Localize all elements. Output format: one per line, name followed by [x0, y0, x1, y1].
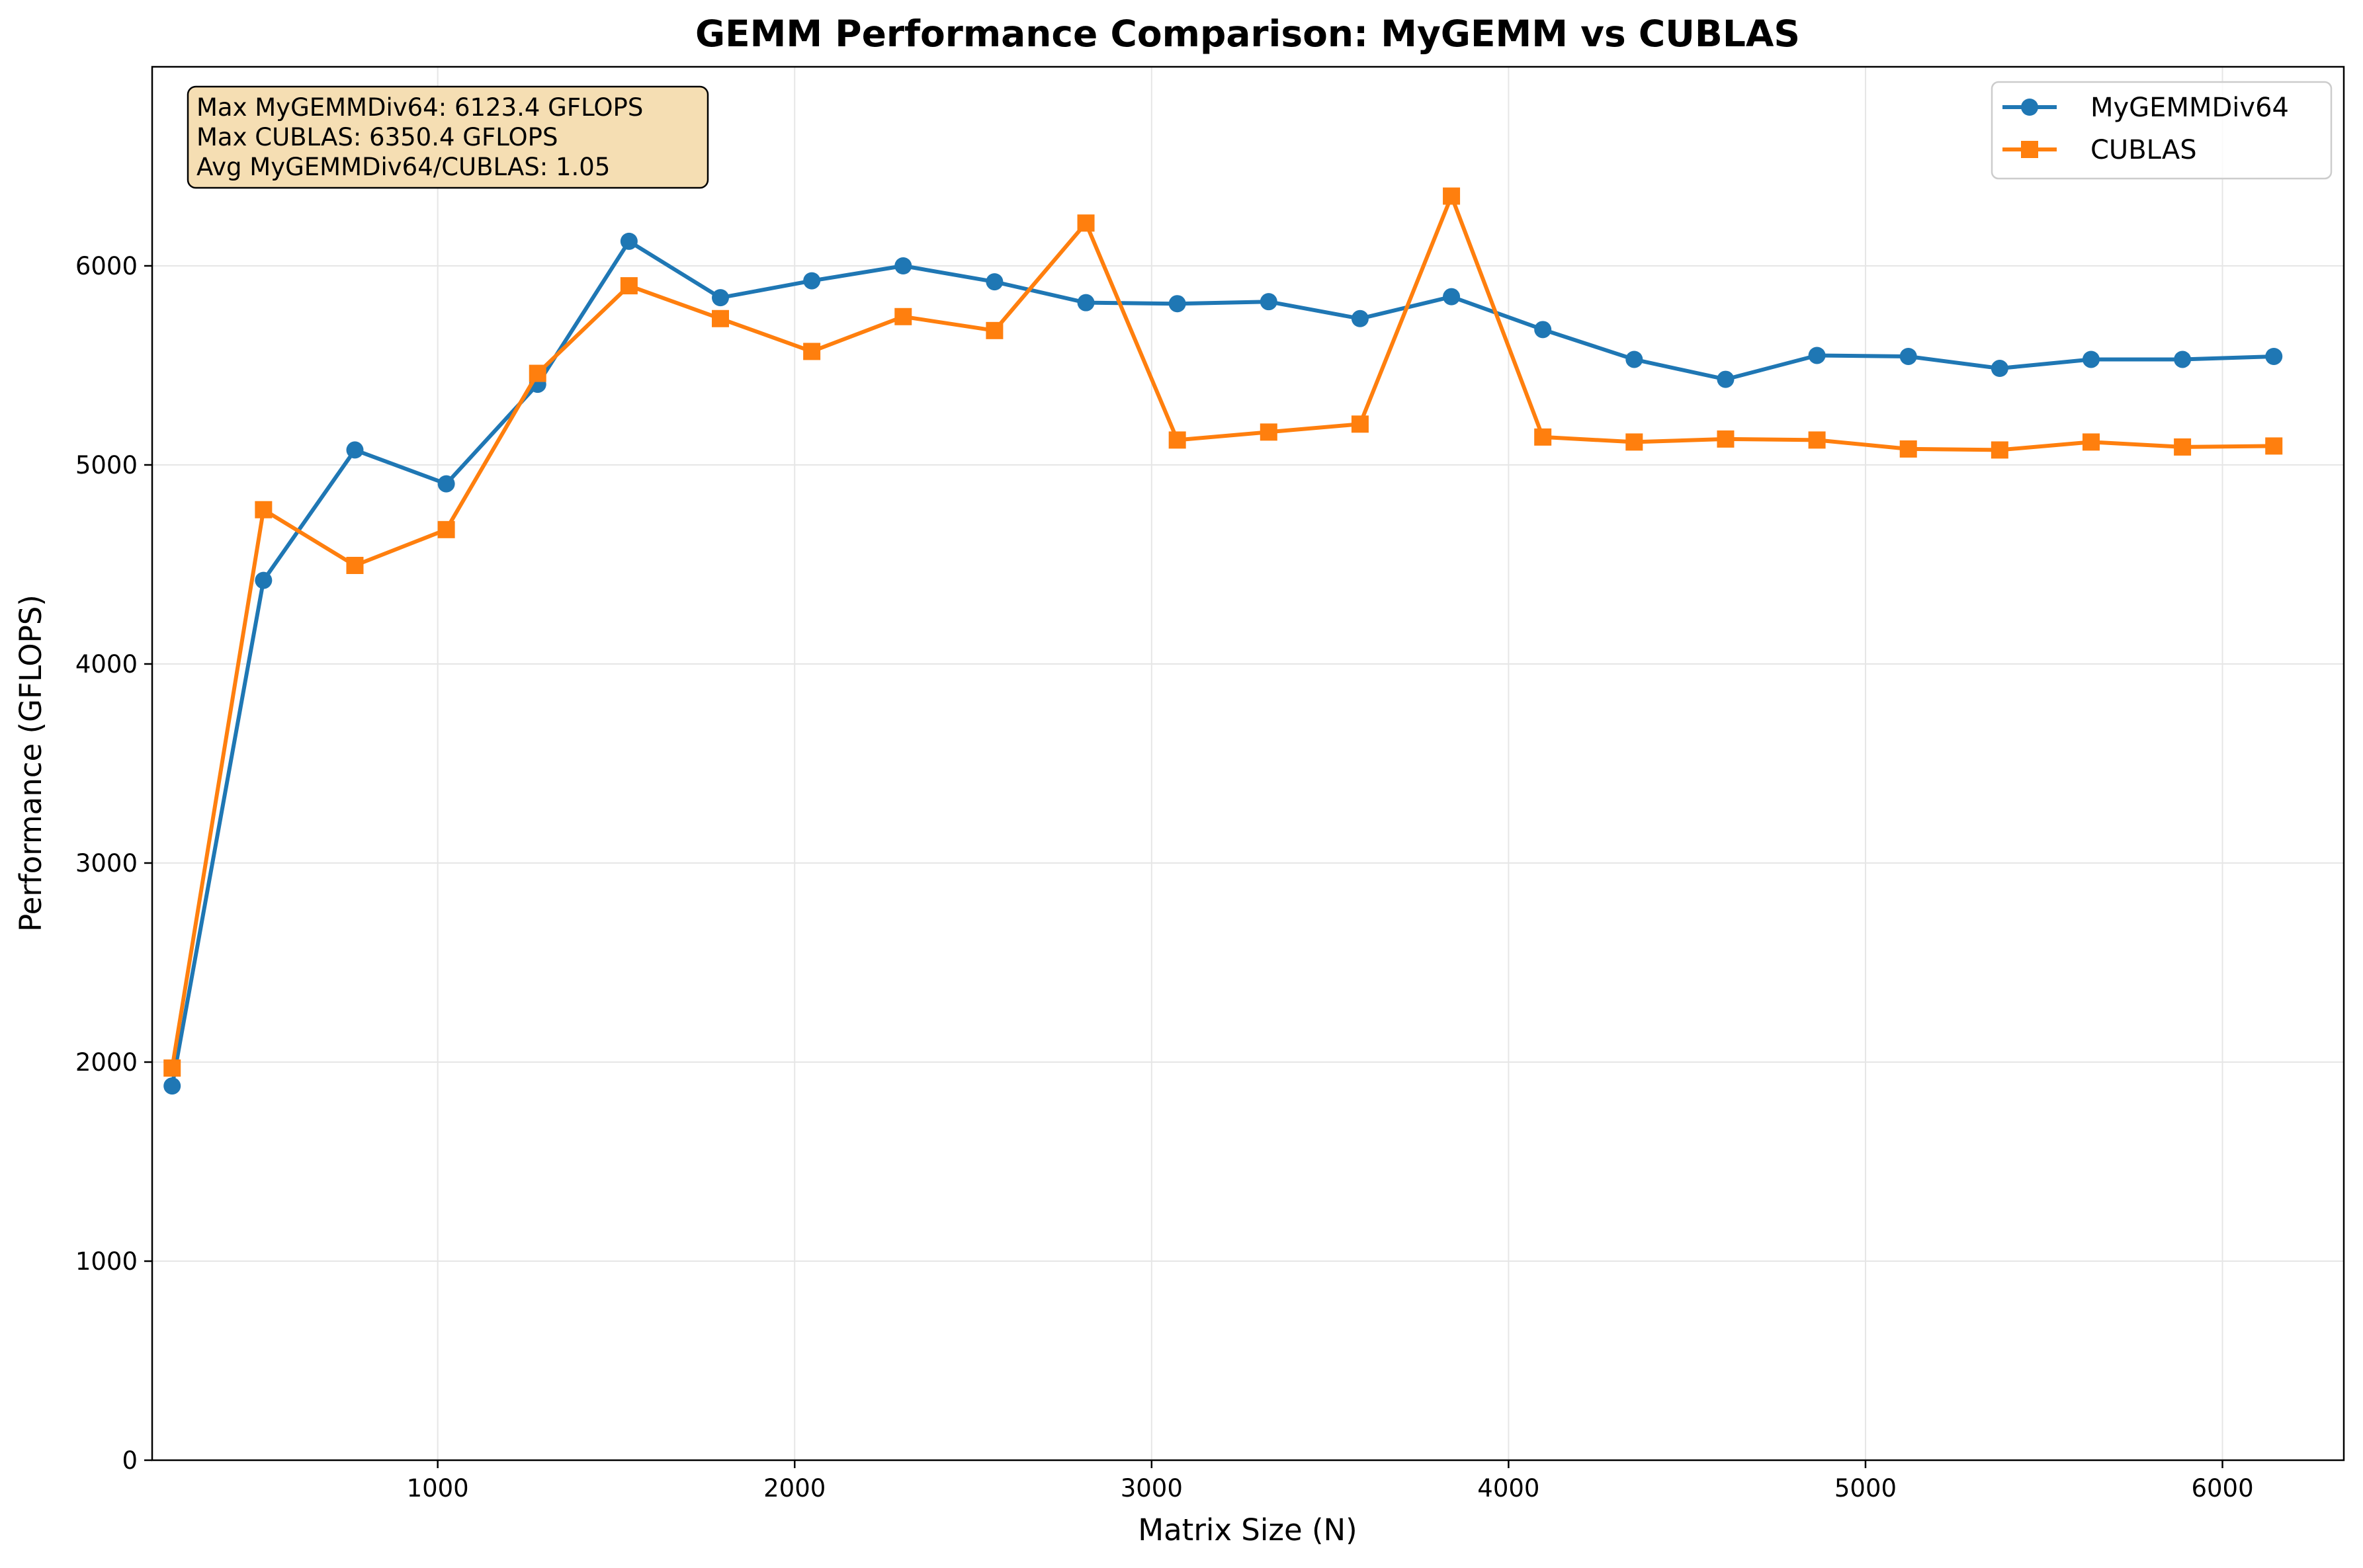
- data-point: [2174, 351, 2192, 368]
- legend-label-cublas: CUBLAS: [2090, 135, 2197, 165]
- y-tick-label: 1000: [75, 1247, 138, 1276]
- data-point: [2082, 433, 2100, 451]
- data-point: [1534, 321, 1552, 339]
- y-axis-label: Performance (GFLOPS): [13, 595, 48, 932]
- data-point: [255, 501, 273, 518]
- stats-annotation-box: Max MyGEMMDiv64: 6123.4 GFLOPS Max CUBLA…: [187, 85, 709, 189]
- data-point: [1808, 431, 1826, 449]
- data-point: [894, 257, 912, 274]
- y-tick-label: 3000: [75, 849, 138, 878]
- data-point: [1991, 441, 2008, 459]
- data-point: [2265, 347, 2283, 365]
- data-point: [255, 571, 273, 589]
- data-point: [1351, 415, 1369, 433]
- y-tick-label: 2000: [75, 1048, 138, 1077]
- data-point: [1260, 423, 1277, 441]
- chart-title: GEMM Performance Comparison: MyGEMM vs C…: [695, 13, 1800, 55]
- data-point: [1534, 428, 1552, 446]
- data-point: [1168, 431, 1186, 449]
- data-point: [1808, 347, 1826, 364]
- data-point: [986, 321, 1004, 339]
- stats-line-max-mygemm: Max MyGEMMDiv64: 6123.4 GFLOPS: [196, 93, 643, 122]
- data-point: [2174, 438, 2192, 456]
- data-point: [712, 309, 730, 327]
- x-tick-label: 6000: [2191, 1474, 2253, 1503]
- data-point: [1351, 309, 1369, 327]
- data-point: [1717, 370, 1735, 388]
- data-point: [163, 1077, 181, 1095]
- data-point: [803, 343, 821, 360]
- data-point: [986, 273, 1004, 291]
- legend-label-mygemm: MyGEMMDiv64: [2090, 93, 2289, 123]
- data-point: [1991, 360, 2008, 378]
- data-point: [346, 557, 364, 575]
- legend-marker-mygemm: [2021, 99, 2038, 116]
- y-tick-label: 0: [122, 1446, 138, 1475]
- data-point: [620, 232, 638, 250]
- data-point: [1717, 430, 1735, 448]
- series-lines: [163, 187, 2283, 1095]
- data-point: [437, 520, 455, 538]
- data-point: [620, 277, 638, 295]
- x-tick-label: 1000: [407, 1474, 469, 1503]
- x-tick-label: 4000: [1477, 1474, 1539, 1503]
- data-point: [1443, 288, 1461, 306]
- data-point: [803, 272, 821, 290]
- stats-line-avg-ratio: Avg MyGEMMDiv64/CUBLAS: 1.05: [196, 153, 610, 181]
- data-point: [1168, 295, 1186, 313]
- x-tick-label: 2000: [763, 1474, 826, 1503]
- plot-area-frame: [151, 65, 2345, 1462]
- series-cublas: [163, 187, 2283, 1077]
- data-point: [1625, 351, 1643, 368]
- x-tick-label: 5000: [1834, 1474, 1897, 1503]
- legend-marker-cublas: [2021, 141, 2038, 158]
- data-point: [346, 441, 364, 459]
- data-point: [1899, 347, 1917, 365]
- stats-box-background: [187, 85, 709, 189]
- x-axis-label: Matrix Size (N): [1138, 1512, 1357, 1547]
- data-point: [1077, 214, 1095, 232]
- legend-frame: [1991, 81, 2333, 180]
- axis-ticks: 1000 2000 3000 4000 5000 6000 0 1000 2000 3000 400…: [75, 252, 2254, 1503]
- data-point: [1625, 433, 1643, 451]
- data-point: [437, 475, 455, 493]
- legend: MyGEMMDiv64 CUBLAS: [1991, 81, 2333, 180]
- data-point: [1443, 187, 1461, 205]
- data-point: [2265, 437, 2283, 455]
- data-point: [529, 364, 546, 382]
- y-tick-label: 4000: [75, 650, 138, 679]
- stats-line-max-cublas: Max CUBLAS: 6350.4 GFLOPS: [196, 123, 558, 151]
- grid-lines: [152, 67, 2344, 1461]
- data-point: [2082, 351, 2100, 368]
- data-point: [1899, 440, 1917, 458]
- y-tick-label: 6000: [75, 252, 138, 280]
- x-tick-label: 3000: [1121, 1474, 1183, 1503]
- data-point: [712, 289, 730, 307]
- series-line: [170, 194, 2274, 1069]
- data-point: [163, 1059, 181, 1077]
- data-point: [1077, 294, 1095, 311]
- data-point: [1260, 293, 1277, 311]
- data-point: [894, 308, 912, 325]
- y-tick-label: 5000: [75, 451, 138, 479]
